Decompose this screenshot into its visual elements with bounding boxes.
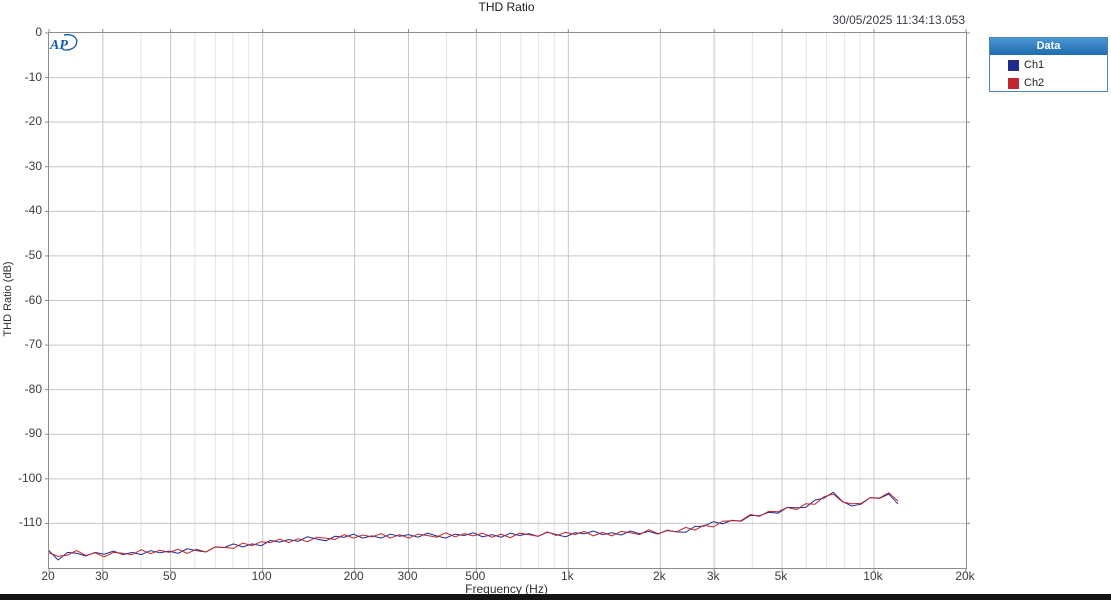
legend-label-ch2: Ch2	[1024, 77, 1045, 89]
x-tick-label: 10k	[863, 569, 883, 583]
y-tick-label: -80	[24, 381, 42, 396]
ap-logo-text: AP	[49, 38, 68, 53]
ap-logo-swirl	[62, 34, 78, 51]
x-tick-label: 300	[397, 569, 418, 583]
y-tick-label: -110	[18, 515, 42, 530]
ch1-color-swatch	[1008, 59, 1019, 71]
y-tick-label: -50	[24, 247, 42, 262]
x-tick-label: 20	[41, 569, 55, 583]
window-bottom-edge	[0, 594, 1111, 600]
y-tick-label: -60	[24, 292, 42, 307]
y-tick-label: -90	[24, 426, 42, 441]
legend: Data Ch1 Ch2	[989, 37, 1108, 92]
x-tick-label: 200	[343, 569, 364, 583]
plot-canvas	[45, 29, 970, 572]
x-tick-label: 3k	[706, 569, 720, 583]
x-tick-label: 50	[162, 569, 177, 583]
x-tick-label: 5k	[774, 569, 788, 583]
y-tick-label: -40	[24, 203, 42, 218]
chart-title: THD Ratio	[478, 0, 535, 14]
ap-logo: AP	[49, 34, 78, 53]
y-tick-label: -20	[24, 114, 42, 129]
ch2-color-swatch	[1008, 77, 1019, 89]
legend-item-ch2[interactable]: Ch2	[990, 73, 1107, 91]
y-tick-label: -100	[17, 470, 42, 485]
x-tick-label: 20k	[955, 569, 975, 583]
legend-header: Data	[990, 38, 1107, 55]
x-tick-label: 1k	[560, 569, 574, 583]
series-ch2-line	[48, 492, 899, 558]
x-tick-label: 500	[465, 569, 486, 583]
legend-label-ch1: Ch1	[1024, 59, 1045, 71]
x-tick-label: 2k	[652, 569, 666, 583]
x-tick-label: 100	[251, 569, 272, 583]
y-tick-label: -30	[24, 158, 42, 173]
y-tick-label: -10	[24, 69, 42, 84]
y-tick-label: 0	[35, 25, 42, 39]
y-tick-label: -70	[24, 337, 42, 352]
measurement-timestamp: 30/05/2025 11:34:13.053	[832, 13, 965, 27]
legend-item-ch1[interactable]: Ch1	[990, 55, 1107, 73]
x-axis-label: Frequency (Hz)	[465, 582, 548, 596]
plot-area[interactable]: AP	[45, 29, 970, 572]
x-tick-label: 30	[95, 569, 109, 583]
